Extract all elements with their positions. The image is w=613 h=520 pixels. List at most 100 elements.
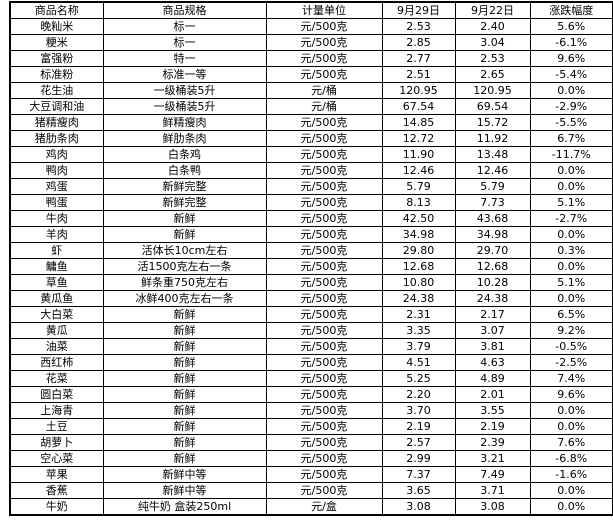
- product-spec-cell: 新鲜完整: [102, 178, 267, 195]
- price-sep22-cell: 2.53: [454, 50, 531, 67]
- table-row: 猪肋条肉 鲜肋条肉 元/500克 12.72 11.92 6.7%: [9, 130, 613, 147]
- change-percent-cell: -6.1%: [529, 34, 613, 51]
- change-percent-cell: 0.0%: [529, 162, 613, 179]
- product-spec-cell: 活1500克左右一条: [102, 258, 267, 275]
- price-sep29-cell: 12.68: [381, 258, 456, 275]
- price-sep29-cell: 2.57: [381, 434, 456, 451]
- change-percent-cell: 6.5%: [529, 306, 613, 323]
- product-spec-cell: 活体长10cm左右: [102, 242, 267, 259]
- price-sep22-cell: 2.65: [454, 66, 531, 83]
- product-spec-cell: 新鲜: [102, 386, 267, 403]
- unit-cell: 元/500克: [265, 386, 383, 403]
- product-name-cell: 猪肋条肉: [9, 130, 104, 147]
- price-sep29-cell: 3.70: [381, 402, 456, 419]
- unit-cell: 元/500克: [265, 418, 383, 435]
- product-name-cell: 鸭蛋: [9, 194, 104, 211]
- price-sep29-cell: 2.99: [381, 450, 456, 467]
- product-spec-cell: 一级桶装5升: [102, 82, 267, 99]
- product-name-cell: 大豆调和油: [9, 98, 104, 115]
- product-name-cell: 虾: [9, 242, 104, 259]
- table-header-row: 商品名称 商品规格 计量单位 9月29日 9月22日 涨跌幅度: [9, 1, 613, 19]
- price-sep22-cell: 3.71: [454, 482, 531, 499]
- price-sep22-cell: 12.46: [454, 162, 531, 179]
- price-sep22-cell: 43.68: [454, 210, 531, 227]
- price-sep22-cell: 4.89: [454, 370, 531, 387]
- product-spec-cell: 白条鸭: [102, 162, 267, 179]
- change-percent-cell: -6.8%: [529, 450, 613, 467]
- table-row: 空心菜 新鲜 元/500克 2.99 3.21 -6.8%: [9, 450, 613, 467]
- price-sep29-cell: 14.85: [381, 114, 456, 131]
- unit-cell: 元/桶: [265, 98, 383, 115]
- table-row: 香蕉 新鲜中等 元/500克 3.65 3.71 0.0%: [9, 482, 613, 499]
- price-sep22-cell: 2.17: [454, 306, 531, 323]
- unit-cell: 元/500克: [265, 130, 383, 147]
- table-row: 粳米 标一 元/500克 2.85 3.04 -6.1%: [9, 34, 613, 51]
- change-percent-cell: 5.6%: [529, 18, 613, 35]
- change-percent-cell: 0.0%: [529, 482, 613, 499]
- product-name-cell: 圆白菜: [9, 386, 104, 403]
- price-sep22-cell: 2.40: [454, 18, 531, 35]
- price-sep29-cell: 7.37: [381, 466, 456, 483]
- product-spec-cell: 新鲜: [102, 338, 267, 355]
- table-row: 草鱼 鲜条重750克左右 元/500克 10.80 10.28 5.1%: [9, 274, 613, 291]
- column-header-price-sep29: 9月29日: [381, 1, 456, 19]
- unit-cell: 元/500克: [265, 434, 383, 451]
- product-name-cell: 鸡肉: [9, 146, 104, 163]
- product-spec-cell: 特一: [102, 50, 267, 67]
- unit-cell: 元/500克: [265, 146, 383, 163]
- unit-cell: 元/500克: [265, 370, 383, 387]
- product-spec-cell: 新鲜中等: [102, 482, 267, 499]
- change-percent-cell: 0.3%: [529, 242, 613, 259]
- table-row: 鸭蛋 新鲜完整 元/500克 8.13 7.73 5.1%: [9, 194, 613, 211]
- price-sep22-cell: 4.63: [454, 354, 531, 371]
- change-percent-cell: 0.0%: [529, 178, 613, 195]
- price-sep22-cell: 3.08: [454, 498, 531, 516]
- product-name-cell: 上海青: [9, 402, 104, 419]
- price-sep29-cell: 8.13: [381, 194, 456, 211]
- price-sep29-cell: 5.79: [381, 178, 456, 195]
- unit-cell: 元/500克: [265, 50, 383, 67]
- price-sep22-cell: 3.07: [454, 322, 531, 339]
- unit-cell: 元/500克: [265, 354, 383, 371]
- product-name-cell: 黄瓜鱼: [9, 290, 104, 307]
- product-spec-cell: 新鲜: [102, 306, 267, 323]
- price-sep22-cell: 7.73: [454, 194, 531, 211]
- column-header-unit: 计量单位: [265, 1, 383, 19]
- unit-cell: 元/500克: [265, 114, 383, 131]
- product-spec-cell: 鲜条重750克左右: [102, 274, 267, 291]
- change-percent-cell: 7.6%: [529, 434, 613, 451]
- table-row: 油菜 新鲜 元/500克 3.79 3.81 -0.5%: [9, 338, 613, 355]
- change-percent-cell: -5.4%: [529, 66, 613, 83]
- price-sep29-cell: 3.35: [381, 322, 456, 339]
- table-row: 虾活体长10cm左右 元/500克 29.80 29.70 0.3%: [9, 242, 613, 259]
- price-sep22-cell: 2.01: [454, 386, 531, 403]
- price-sep22-cell: 7.49: [454, 466, 531, 483]
- product-name-cell: 大白菜: [9, 306, 104, 323]
- table-row: 西红柿 新鲜 元/500克 4.51 4.63 -2.5%: [9, 354, 613, 371]
- price-sep22-cell: 12.68: [454, 258, 531, 275]
- change-percent-cell: 0.0%: [529, 258, 613, 275]
- change-percent-cell: -0.5%: [529, 338, 613, 355]
- product-spec-cell: 新鲜: [102, 354, 267, 371]
- price-sep22-cell: 69.54: [454, 98, 531, 115]
- price-sep29-cell: 10.80: [381, 274, 456, 291]
- price-sep29-cell: 29.80: [381, 242, 456, 259]
- change-percent-cell: 9.6%: [529, 50, 613, 67]
- table-row: 花生油 一级桶装5升 元/桶 120.95 120.95 0.0%: [9, 82, 613, 99]
- unit-cell: 元/500克: [265, 162, 383, 179]
- table-row: 苹果 新鲜中等 元/500克 7.37 7.49 -1.6%: [9, 466, 613, 483]
- price-sep22-cell: 24.38: [454, 290, 531, 307]
- unit-cell: 元/500克: [265, 18, 383, 35]
- unit-cell: 元/500克: [265, 226, 383, 243]
- product-name-cell: 鳙鱼: [9, 258, 104, 275]
- unit-cell: 元/500克: [265, 258, 383, 275]
- product-name-cell: 油菜: [9, 338, 104, 355]
- product-name-cell: 晚籼米: [9, 18, 104, 35]
- change-percent-cell: -5.5%: [529, 114, 613, 131]
- product-spec-cell: 新鲜: [102, 418, 267, 435]
- product-name-cell: 鸡蛋: [9, 178, 104, 195]
- price-sep22-cell: 2.39: [454, 434, 531, 451]
- price-sep29-cell: 5.25: [381, 370, 456, 387]
- price-sep22-cell: 10.28: [454, 274, 531, 291]
- unit-cell: 元/桶: [265, 82, 383, 99]
